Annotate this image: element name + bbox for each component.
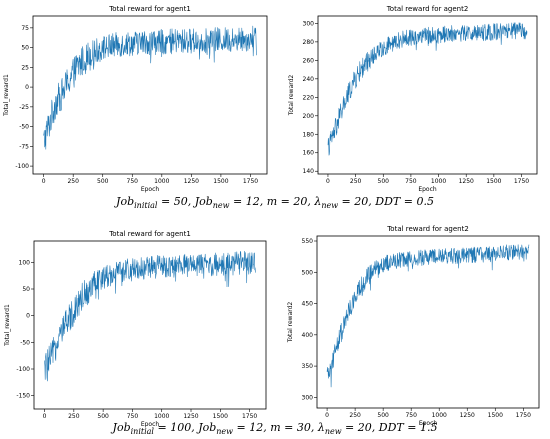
plot-frame <box>33 240 267 410</box>
y-tick-label: 50 <box>21 45 29 52</box>
chart-title: Total reward for agent2 <box>386 5 469 13</box>
x-tick-label: 0 <box>326 178 330 185</box>
x-axis-label: Epoch <box>419 420 438 427</box>
y-tick-label: 180 <box>303 131 315 138</box>
x-tick-label: 500 <box>377 412 389 419</box>
x-tick-label: 500 <box>97 178 109 185</box>
series-line <box>44 250 256 382</box>
x-tick-label: 250 <box>350 178 362 185</box>
y-axis-label: Total reward2 <box>288 75 295 117</box>
y-tick-label: -100 <box>15 163 29 170</box>
x-axis-label: Epoch <box>418 186 437 193</box>
x-tick-label: 1000 <box>154 413 169 420</box>
y-axis-label: Total_reward1 <box>4 304 11 347</box>
y-tick-label: 400 <box>302 332 314 339</box>
chart-title: Total reward for agent1 <box>108 5 191 13</box>
chart-agent2-top: Total reward for agent2 0 250 500 750 1000 125… <box>288 5 538 193</box>
y-tick-label: -25 <box>19 104 29 111</box>
x-tick-label: 1250 <box>184 178 199 185</box>
x-tick-label: 750 <box>405 412 417 419</box>
chart-title: Total reward for agent2 <box>386 225 469 233</box>
x-tick-label: 750 <box>127 178 139 185</box>
x-tick-label: 1500 <box>213 413 228 420</box>
y-tick-label: 240 <box>303 76 315 83</box>
y-tick-label: 0 <box>25 84 29 91</box>
x-tick-label: 1250 <box>183 413 198 420</box>
y-tick-label: 0 <box>26 313 30 320</box>
series-line <box>43 25 257 150</box>
x-tick-label: 0 <box>43 413 47 420</box>
y-tick-label: 50 <box>22 286 30 293</box>
x-tick-label: 1250 <box>459 178 474 185</box>
y-tick-label: 160 <box>303 150 315 157</box>
y-tick-label: -50 <box>20 339 30 346</box>
y-tick-label: 140 <box>303 168 315 175</box>
y-axis-label: Total reward2 <box>287 302 294 344</box>
x-tick-label: 500 <box>378 178 390 185</box>
y-tick-label: 25 <box>21 64 29 71</box>
chart-title: Total reward for agent1 <box>108 230 191 238</box>
y-tick-label: 550 <box>302 238 314 245</box>
y-tick-label: 220 <box>303 94 315 101</box>
y-tick-label: 260 <box>303 57 315 64</box>
x-axis-label: Epoch <box>141 186 160 193</box>
x-tick-label: 1000 <box>431 178 446 185</box>
chart-agent2-bottom: Total reward for agent2 0 250 500 750 1000 125… <box>287 225 540 427</box>
x-tick-label: 1000 <box>154 178 169 185</box>
y-tick-label: -100 <box>16 366 30 373</box>
y-tick-label: -150 <box>16 393 30 400</box>
x-tick-label: 250 <box>68 413 80 420</box>
y-tick-label: 350 <box>302 363 314 370</box>
x-tick-label: 500 <box>97 413 109 420</box>
x-tick-label: 1750 <box>243 178 258 185</box>
x-tick-label: 1500 <box>213 178 228 185</box>
x-tick-label: 1750 <box>516 412 531 419</box>
x-tick-label: 250 <box>349 412 361 419</box>
x-axis-label: Epoch <box>141 421 160 428</box>
y-tick-label: 500 <box>302 269 314 276</box>
x-tick-label: 1500 <box>488 412 503 419</box>
y-tick-label: 280 <box>303 39 315 46</box>
x-tick-label: 1500 <box>486 178 501 185</box>
y-tick-label: 450 <box>302 301 314 308</box>
y-tick-label: 75 <box>21 25 29 32</box>
plot-frame <box>32 15 268 175</box>
y-tick-label: 200 <box>303 113 315 120</box>
series-line <box>327 22 528 156</box>
caption-top: Jobinitial = 50, Jobnew = 12, m = 20, λn… <box>116 195 434 211</box>
y-tick-label: 300 <box>302 394 314 401</box>
x-tick-label: 1750 <box>242 413 257 420</box>
x-tick-label: 250 <box>67 178 79 185</box>
y-tick-label: 300 <box>303 20 315 27</box>
series-line <box>326 244 530 388</box>
y-tick-label: 100 <box>19 259 31 266</box>
x-tick-label: 1750 <box>514 178 529 185</box>
y-tick-label: -50 <box>19 124 29 131</box>
y-axis-label: Total_reward1 <box>3 74 10 117</box>
x-tick-label: 750 <box>127 413 139 420</box>
x-tick-label: 1000 <box>432 412 447 419</box>
plot-frame <box>317 15 538 175</box>
y-tick-label: -75 <box>19 143 29 150</box>
x-tick-label: 0 <box>325 412 329 419</box>
x-tick-label: 0 <box>42 178 46 185</box>
plot-frame <box>316 235 540 409</box>
x-tick-label: 750 <box>405 178 417 185</box>
caption-bottom: Jobinitial = 100, Jobnew = 12, m = 30, λ… <box>112 421 438 437</box>
x-tick-label: 1250 <box>460 412 475 419</box>
